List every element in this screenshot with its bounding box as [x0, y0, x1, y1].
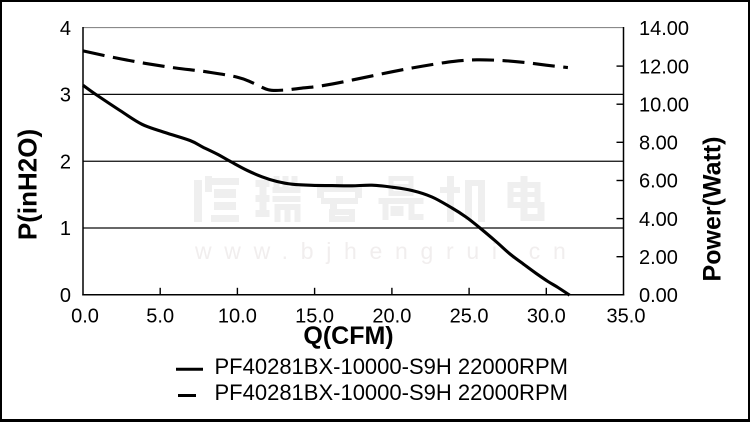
svg-text:0: 0	[60, 285, 71, 307]
svg-text:www.bjhengrui.cn: www.bjhengrui.cn	[194, 238, 578, 264]
svg-text:PF40281BX-10000-S9H 22000RPM: PF40281BX-10000-S9H 22000RPM	[215, 354, 568, 379]
svg-text:6.00: 6.00	[639, 171, 678, 193]
svg-text:35.0: 35.0	[607, 306, 646, 328]
svg-text:P(inH2O): P(inH2O)	[13, 129, 43, 240]
svg-text:2.00: 2.00	[639, 247, 678, 269]
svg-text:2: 2	[60, 151, 71, 173]
svg-text:25.0: 25.0	[450, 306, 489, 328]
svg-text:4.00: 4.00	[639, 209, 678, 231]
svg-text:10.00: 10.00	[639, 94, 689, 116]
svg-text:10.0: 10.0	[218, 306, 257, 328]
svg-text:14.00: 14.00	[639, 18, 689, 40]
svg-text:Q(CFM): Q(CFM)	[303, 322, 393, 350]
svg-text:5.0: 5.0	[146, 306, 174, 328]
svg-text:12.00: 12.00	[639, 56, 689, 78]
svg-text:0.00: 0.00	[639, 285, 678, 307]
svg-text:30.0: 30.0	[527, 306, 566, 328]
svg-text:8.00: 8.00	[639, 133, 678, 155]
svg-text:20.0: 20.0	[372, 306, 411, 328]
svg-text:1: 1	[60, 218, 71, 240]
svg-text:0.0: 0.0	[71, 306, 99, 328]
svg-text:Power(Watt): Power(Watt)	[699, 137, 727, 282]
svg-text:15.0: 15.0	[295, 306, 334, 328]
svg-text:4: 4	[60, 18, 71, 40]
svg-text:3: 3	[60, 85, 71, 107]
svg-text:PF40281BX-10000-S9H 22000RPM: PF40281BX-10000-S9H 22000RPM	[215, 380, 568, 405]
